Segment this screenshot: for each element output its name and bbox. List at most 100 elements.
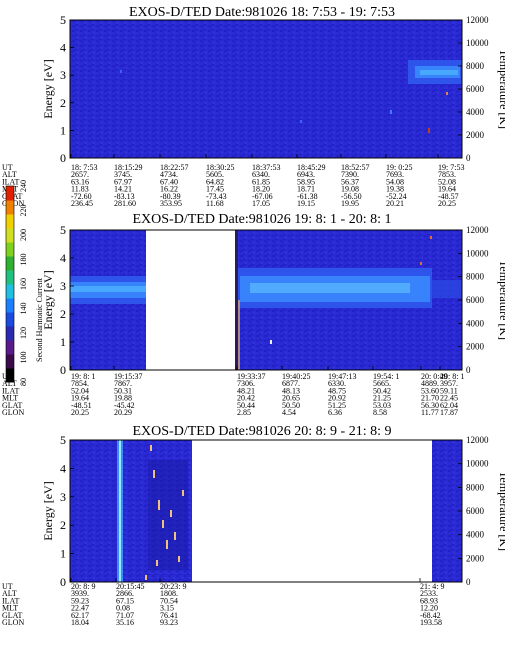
table-cell: 20.92 [328,394,346,403]
table-cell: 2866. [116,589,134,598]
tick-label-left: 5 [60,433,66,447]
tick-label-right: 12000 [466,435,489,445]
table-cell: 7854. [71,379,89,388]
table-cell: 193.58 [420,618,442,627]
table-cell: 2.85 [237,408,251,417]
table-cell: 4734. [160,170,178,179]
tick-label-right: 4000 [466,107,485,117]
tick-label-left: 2 [60,96,66,110]
table-cell: 19:33:37 [237,372,265,381]
panel-2-yticks-right: 0 2000 4000 6000 8000 10000 12000 [458,225,489,375]
table-cell: 76.41 [160,611,178,620]
table-cell: 3745. [114,170,132,179]
table-cell: 50.50 [282,401,300,410]
table-row-label: MLT [2,394,18,403]
table-cell: 2657. [71,170,89,179]
tick-label-left: 2 [60,307,66,321]
colorbar-tick-label: 100 [19,352,28,364]
colorbar-segment [6,200,14,215]
panel-3-ephemeris-table: UT 20: 8: 9 20:15:45 20:23: 9 21: 4: 9 ALT 393… [2,582,444,627]
table-cell: 19:40:25 [282,372,310,381]
tick-label-right: 6000 [466,84,485,94]
table-cell: 67.15 [116,596,134,605]
table-cell: 18.04 [71,618,89,627]
table-cell: 6943. [297,170,315,179]
table-cell: 236.45 [71,199,93,208]
table-cell: 19.88 [114,394,132,403]
table-cell: -72.60 [71,192,92,201]
table-cell: 67.40 [160,177,178,186]
tick-label-right: 6000 [466,506,485,516]
table-cell: 7853. [438,170,456,179]
panel-1-ylabel-right: Temperature [K] [497,49,505,129]
tick-label-left: 5 [60,13,66,27]
table-cell: 21.25 [373,394,391,403]
table-cell: 12.20 [420,604,438,613]
table-cell: 0.08 [116,604,130,613]
table-cell: 18.20 [252,185,270,194]
table-cell: 6877. [282,379,300,388]
table-cell: 7693. [386,170,404,179]
table-cell: 20: 8: 1 [440,372,464,381]
tick-label-right: 10000 [466,248,489,258]
table-cell: 20.42 [237,394,255,403]
tick-label-right: 10000 [466,459,489,469]
table-cell: 18.71 [297,185,315,194]
table-cell: 19:15:37 [114,372,142,381]
table-cell: -52.24 [386,192,407,201]
panel-1-ylabel: Energy [eV] [41,59,55,118]
tick-label-left: 1 [60,547,66,561]
table-cell: 52.04 [71,386,89,395]
colorbar-scale [6,186,14,383]
table-cell: 19.64 [71,394,89,403]
table-cell: 51.25 [328,401,346,410]
table-row-label: GLON [2,618,24,627]
table-row-label: UT [2,163,13,172]
colorbar-segment [6,368,14,383]
panel-3-ylabel-right: Temperature [K] [497,471,505,551]
table-cell: 56.30 [421,401,439,410]
panel-2-ylabel: Energy [eV] [41,270,55,329]
table-cell: 54.08 [386,177,404,186]
colorbar-segment [6,228,14,243]
panel-2-ephemeris-table: UT19: 8: 119:15:3719:33:3719:40:2519:47:… [2,372,464,417]
colorbar-segment [6,326,14,341]
tick-label-left: 1 [60,335,66,349]
colorbar-tick-label: 200 [19,229,28,241]
table-cell: 70.54 [160,596,178,605]
table-cell: 6330. [328,379,346,388]
tick-label-right: 8000 [466,272,485,282]
table-cell: 353.95 [160,199,182,208]
panel-2-yticks: 0 1 2 3 4 5 [60,223,441,377]
table-cell: 64.82 [206,177,224,186]
table-cell: 19.15 [297,199,315,208]
table-cell: 48.13 [282,386,300,395]
colorbar-segment [6,340,14,355]
table-cell: 62.04 [440,401,458,410]
tick-label-left: 5 [60,223,66,237]
table-row-label: ALT [2,589,17,598]
table-cell: 19: 7:53 [438,163,464,172]
tick-label-right: 4000 [466,530,485,540]
table-cell: 4889. [421,379,439,388]
tick-label-left: 2 [60,518,66,532]
tick-label-left: 1 [60,123,66,137]
table-cell: 22.47 [71,604,89,613]
colorbar-tick-label: 80 [19,378,28,386]
panel-1-title: EXOS-D/TED Date:981026 18: 7:53 - 19: 7:… [129,5,395,20]
table-cell: 61.85 [252,177,270,186]
table-cell: 20: 0:49 [421,372,447,381]
tick-label-right: 0 [466,365,471,375]
table-cell: -48.57 [438,192,459,201]
colorbar-tick-label: 180 [19,254,28,266]
colorbar-tick-label: 140 [19,303,28,315]
table-cell: -73.43 [206,192,227,201]
table-cell: 11.68 [206,199,224,208]
tick-label-left: 3 [60,279,66,293]
table-cell: -61.38 [297,192,318,201]
table-cell: 52.08 [438,177,456,186]
colorbar-tick-label: 120 [19,327,28,339]
table-cell: 68.93 [420,596,438,605]
tick-label-right: 4000 [466,318,485,328]
